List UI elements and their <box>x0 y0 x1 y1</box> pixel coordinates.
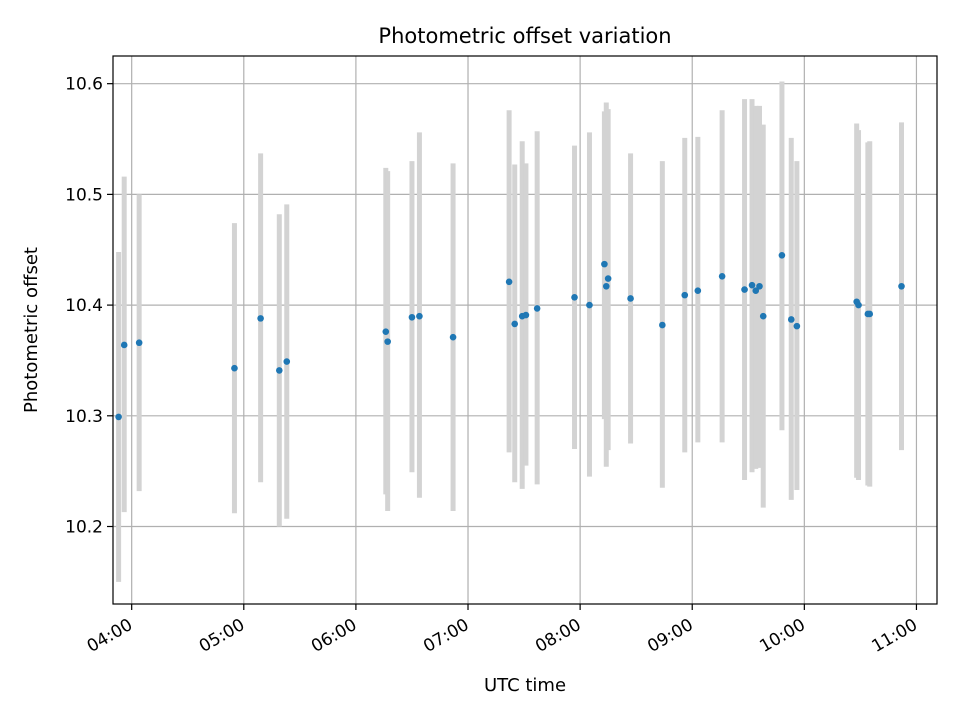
x-tick-label: 06:00 <box>308 615 360 657</box>
data-point <box>586 301 593 309</box>
data-point <box>601 260 608 268</box>
data-point <box>627 295 634 302</box>
y-tick-label: 10.5 <box>65 185 103 205</box>
data-point <box>231 364 238 372</box>
y-axis-ticks: 10.2 10.3 10.4 10.5 10.6 <box>65 75 113 538</box>
data-point <box>382 328 390 335</box>
y-tick-label: 10.3 <box>65 407 103 427</box>
data-point <box>681 291 689 299</box>
data-point <box>384 338 391 345</box>
plot-area-frame <box>112 55 938 605</box>
data-point <box>756 282 763 290</box>
data-point <box>898 282 905 290</box>
data-point <box>759 312 767 320</box>
data-point <box>604 275 612 282</box>
x-axis-ticks: 04:00 05:00 06:00 07:00 08:00 09:00 10:00 11:00 <box>84 604 921 657</box>
y-tick-label: 10.6 <box>65 75 103 95</box>
chart-title: Photometric offset variation <box>378 24 671 48</box>
data-point <box>522 311 530 319</box>
data-point <box>115 413 122 421</box>
x-tick-label: 09:00 <box>644 615 696 657</box>
data-point <box>416 312 423 320</box>
data-point <box>408 313 416 321</box>
x-tick-label: 10:00 <box>756 615 808 657</box>
x-tick-label: 11:00 <box>869 615 921 657</box>
x-tick-label: 07:00 <box>420 615 472 657</box>
y-axis-label: Photometric offset <box>21 247 42 413</box>
x-tick-label: 04:00 <box>84 615 136 657</box>
data-point <box>855 301 862 309</box>
data-points <box>115 251 905 421</box>
data-point <box>275 367 283 374</box>
data-point <box>120 341 128 349</box>
data-point <box>571 294 578 301</box>
x-axis-label: UTC time <box>484 675 566 696</box>
data-point <box>135 339 143 347</box>
data-point <box>511 320 519 328</box>
error-bars <box>116 81 904 582</box>
data-point <box>449 333 457 341</box>
y-tick-label: 10.2 <box>65 518 103 538</box>
data-point <box>778 251 786 259</box>
data-point <box>283 358 291 365</box>
x-tick-label: 05:00 <box>196 615 248 657</box>
data-point <box>748 281 756 289</box>
data-point <box>505 278 513 286</box>
x-tick-label: 08:00 <box>532 615 584 657</box>
data-point <box>718 273 726 280</box>
data-point <box>793 322 801 330</box>
data-point <box>602 282 610 290</box>
data-point <box>533 305 541 312</box>
data-point <box>741 286 748 293</box>
data-point <box>257 315 264 322</box>
y-tick-label: 10.4 <box>65 296 103 316</box>
data-point <box>752 287 760 294</box>
data-point <box>787 316 795 323</box>
data-point <box>694 287 702 294</box>
data-point <box>659 321 666 329</box>
data-point <box>866 310 874 318</box>
grid <box>113 56 937 604</box>
